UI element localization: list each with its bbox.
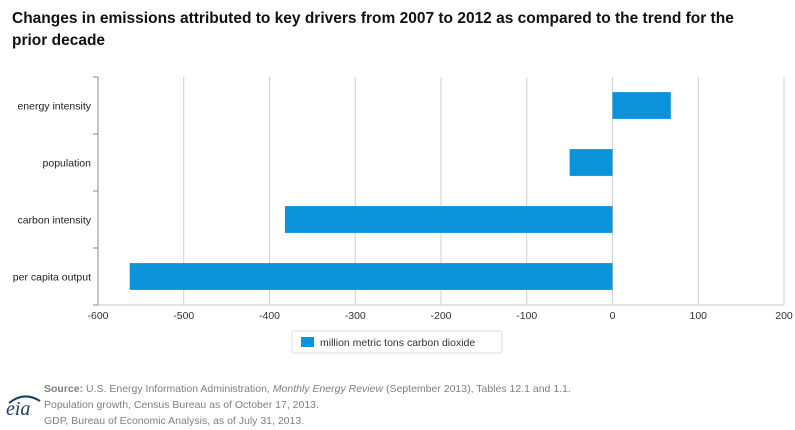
source-text-2: (September 2013), Tables 12.1 and 1.1.: [383, 383, 571, 395]
chart-title: Changes in emissions attributed to key d…: [12, 10, 734, 49]
category-label: energy intensity: [17, 101, 91, 113]
bars: [129, 92, 671, 290]
bar-chart: energy intensity population carbon intensi…: [13, 76, 793, 354]
x-tick-label: -300: [345, 310, 366, 322]
source-label: Source:: [44, 383, 84, 395]
category-label: population: [43, 158, 92, 170]
x-tick-label: -100: [516, 310, 537, 322]
axes: [93, 76, 784, 306]
category-label: per capita output: [13, 272, 91, 284]
legend-swatch: [301, 337, 314, 347]
legend: million metric tons carbon dioxide: [291, 330, 503, 354]
source-line-3: GDP, Bureau of Economic Analysis, as of …: [44, 415, 305, 427]
source-publication: Monthly Energy Review: [272, 383, 384, 395]
x-tick-label: 100: [689, 310, 707, 322]
legend-label: million metric tons carbon dioxide: [320, 337, 475, 349]
x-tick-label: -200: [430, 310, 451, 322]
bar: [612, 92, 671, 119]
x-tick-label: 200: [775, 310, 793, 322]
x-tick-labels: -600 -500 -400 -300 -200 -100 0 100 200: [87, 310, 792, 322]
eia-logo: eia: [6, 398, 31, 420]
x-tick-label: -500: [173, 310, 194, 322]
bar: [284, 206, 613, 233]
source-text-1: U.S. Energy Information Administration,: [83, 383, 273, 395]
x-tick-label: 0: [610, 310, 616, 322]
bar: [129, 263, 613, 290]
x-tick-label: -600: [87, 310, 108, 322]
category-label: carbon intensity: [17, 215, 91, 227]
source-note: Source: U.S. Energy Information Administ…: [44, 381, 571, 429]
bar: [569, 149, 613, 176]
category-labels: energy intensity population carbon intensi…: [13, 101, 92, 284]
x-tick-label: -400: [259, 310, 280, 322]
eia-logo-arc: [8, 395, 41, 404]
source-line-2: Population growth, Census Bureau as of O…: [44, 399, 319, 411]
legend-box: [291, 330, 503, 354]
